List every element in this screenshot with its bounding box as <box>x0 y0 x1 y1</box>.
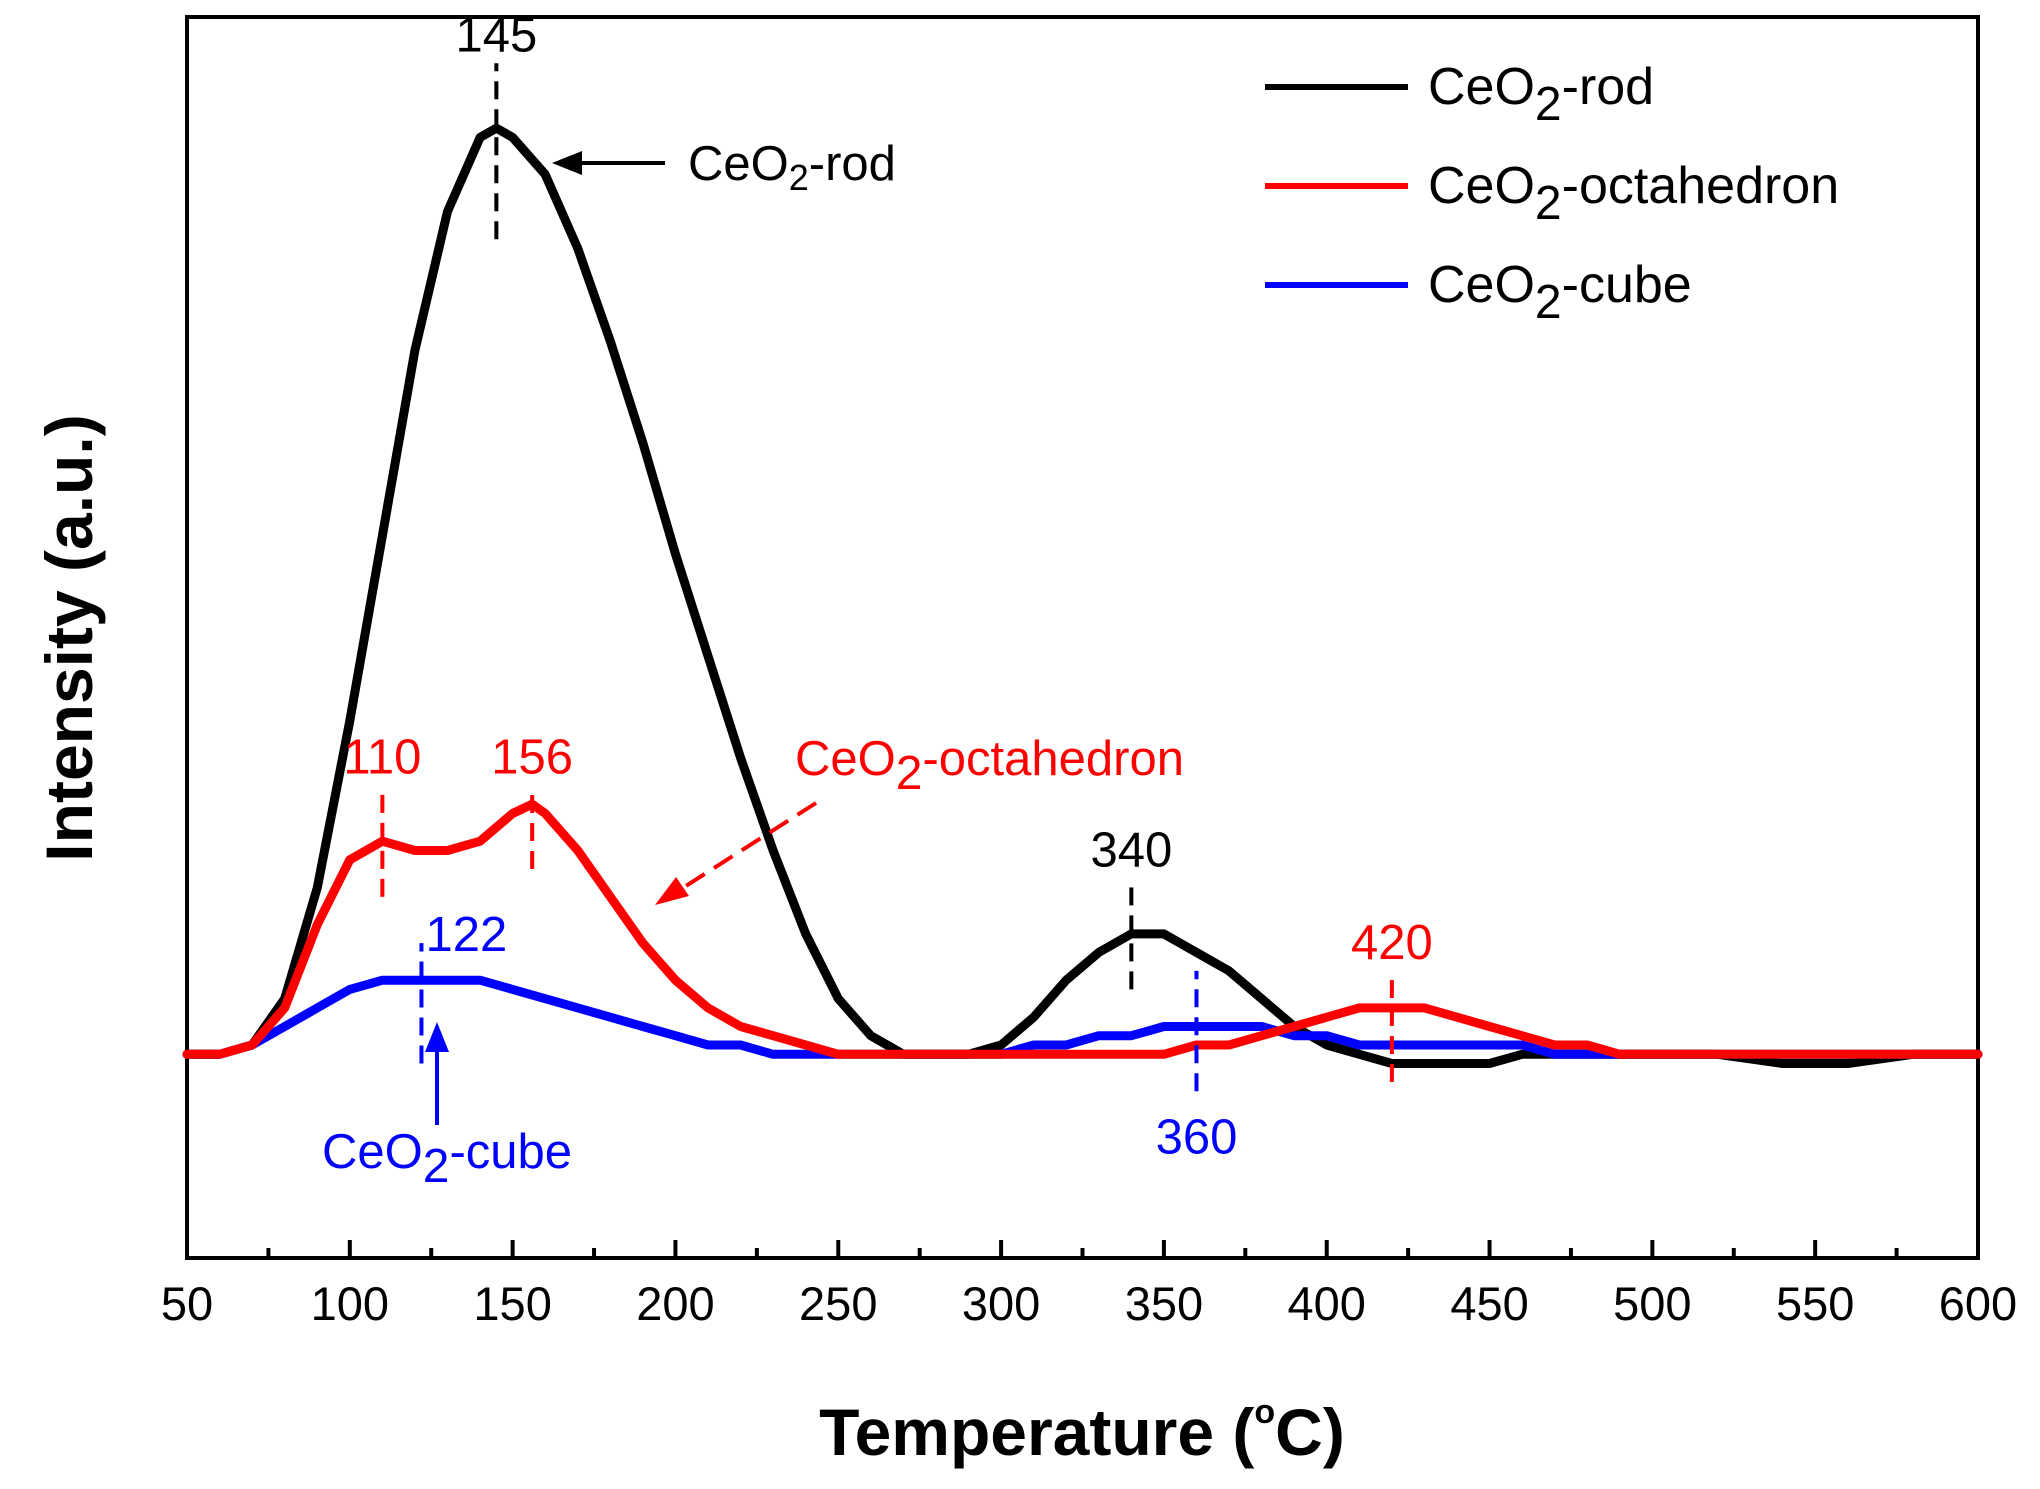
x-tick-label-50: 50 <box>161 1277 213 1330</box>
x-tick-label-200: 200 <box>636 1277 714 1330</box>
peak-label-122: 122 <box>425 908 507 962</box>
x-axis-ticks: 50 100 150 200 250 300 350 400 450 500 550 600 <box>161 1240 2017 1330</box>
x-tick-label-550: 550 <box>1776 1277 1854 1330</box>
series-line-ceo2-cube <box>182 975 1983 1059</box>
callout-rod-arrowhead <box>552 151 582 175</box>
x-tick-label-450: 450 <box>1450 1277 1528 1330</box>
callout-rod: CeO2-rod <box>552 137 896 198</box>
x-tick-label-250: 250 <box>799 1277 877 1330</box>
x-tick-label-350: 350 <box>1125 1277 1203 1330</box>
callout-octahedron-arrowhead <box>655 877 689 905</box>
callout-octahedron-label: CeO2-octahedron <box>795 732 1184 800</box>
peak-label-145: 145 <box>455 8 537 62</box>
legend-label-cube: CeO2-cube <box>1428 256 1692 329</box>
x-axis-title: Temperature (oC) <box>819 1393 1345 1469</box>
x-tick-label-600: 600 <box>1939 1277 2017 1330</box>
peak-label-340: 340 <box>1090 823 1172 877</box>
peak-label-110: 110 <box>343 731 421 785</box>
x-tick-label-400: 400 <box>1288 1277 1366 1330</box>
peak-label-156: 156 <box>491 731 573 785</box>
callout-octahedron-arrow-line <box>676 801 818 893</box>
series-line-ceo2-octahedron <box>182 799 1983 1059</box>
callout-octahedron: CeO2-octahedron <box>655 732 1184 905</box>
x-tick-label-300: 300 <box>962 1277 1040 1330</box>
x-tick-label-150: 150 <box>473 1277 551 1330</box>
legend-label-rod: CeO2-rod <box>1428 58 1654 131</box>
callout-cube: CeO2-cube <box>322 1022 572 1193</box>
y-axis-title: Intensity (a.u.) <box>32 414 106 861</box>
x-tick-label-500: 500 <box>1613 1277 1691 1330</box>
callout-cube-label: CeO2-cube <box>322 1125 572 1193</box>
peak-markers: 145 340 110 156 420 122 360 <box>343 8 1432 1164</box>
peak-label-360: 360 <box>1156 1110 1238 1164</box>
legend: CeO2-rod CeO2-octahedron CeO2-cube <box>1265 58 1839 329</box>
peak-label-420: 420 <box>1351 916 1433 970</box>
x-tick-label-100: 100 <box>311 1277 389 1330</box>
series-layer <box>182 123 1983 1068</box>
legend-label-octahedron: CeO2-octahedron <box>1428 157 1839 230</box>
callout-cube-arrowhead <box>425 1022 449 1052</box>
callout-rod-label: CeO2-rod <box>688 137 896 198</box>
